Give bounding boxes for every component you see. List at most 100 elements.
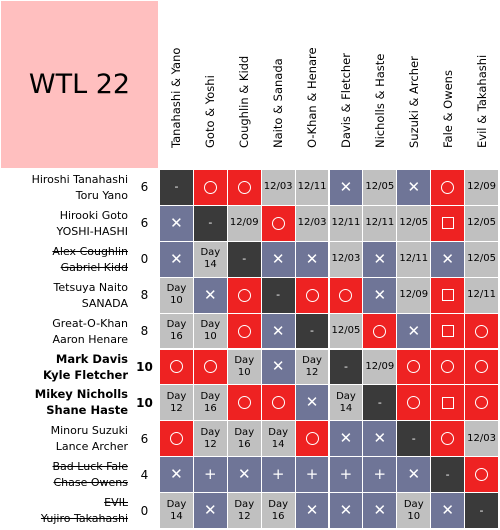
draw-square-icon xyxy=(441,325,454,338)
column-header: Suzuki & Archer xyxy=(397,1,431,168)
wrestler-name: Gabriel Kidd xyxy=(60,260,128,274)
wrestler-name: EVIL xyxy=(104,496,128,510)
win-circle-icon xyxy=(441,180,455,194)
draw-square-icon xyxy=(441,396,454,409)
match-date-label: 12/11 xyxy=(467,289,496,301)
match-date-label: 12/09 xyxy=(399,289,429,301)
loss-cross-icon: ✕ xyxy=(170,213,183,232)
result-cell: 12/03 xyxy=(295,205,329,241)
win-circle-icon xyxy=(237,324,251,338)
column-header: Evil & Takahashi xyxy=(465,1,498,168)
match-date-label: Day 10 xyxy=(403,498,424,522)
match-date-label: 12/11 xyxy=(399,253,429,265)
table-title: WTL 22 xyxy=(1,1,158,168)
result-cell xyxy=(397,349,431,385)
loss-cross-icon: ✕ xyxy=(407,465,421,484)
self-match-dash: - xyxy=(276,288,281,302)
result-cell: - xyxy=(160,170,193,205)
loss-cross-icon: ✕ xyxy=(204,501,217,520)
match-date-label: Day 14 xyxy=(166,498,187,522)
loss-cross-icon: ✕ xyxy=(441,501,454,520)
match-date-label: Day 12 xyxy=(166,390,187,414)
column-header: Tanahashi & Yano xyxy=(160,1,193,168)
result-cell: ✕ xyxy=(397,457,431,493)
points-cell: 6 xyxy=(131,170,158,205)
win-circle-icon xyxy=(203,180,217,194)
result-cell: 12/03 xyxy=(329,241,363,277)
match-date-label: 12/05 xyxy=(399,217,429,229)
match-date-label: Day 16 xyxy=(234,426,255,450)
loss-cross-icon: ✕ xyxy=(305,501,319,520)
column-header-label: O-Khan & Henare xyxy=(305,47,320,148)
match-date-label: Day 10 xyxy=(234,354,255,378)
result-cell: 12/09 xyxy=(465,170,498,205)
draw-square-icon xyxy=(441,217,454,230)
wrestler-name: Hiroshi Tanahashi xyxy=(31,173,128,186)
result-cell: Day 16 xyxy=(227,421,261,457)
column-header-label: Coughlin & Kidd xyxy=(237,55,252,148)
result-cell: 12/11 xyxy=(329,205,363,241)
wrestler-name: Yujiro Takahashi xyxy=(40,512,128,526)
points-cell: 0 xyxy=(131,241,158,277)
result-cell: Day 10 xyxy=(193,313,227,349)
win-circle-icon xyxy=(305,432,319,446)
result-cell xyxy=(431,313,465,349)
result-cell xyxy=(193,349,227,385)
result-cell xyxy=(227,385,261,421)
column-header: O-Khan & Henare xyxy=(295,1,329,168)
result-cell: ✕ xyxy=(363,277,397,313)
result-cell: ✕ xyxy=(261,349,295,385)
column-header-label: Tanahashi & Yano xyxy=(169,47,184,148)
result-cell xyxy=(261,205,295,241)
result-cell: 12/11 xyxy=(363,205,397,241)
loss-cross-icon: ✕ xyxy=(339,177,353,196)
result-cell: + xyxy=(363,457,397,493)
result-cell: - xyxy=(329,349,363,385)
result-cell: Day 12 xyxy=(160,385,193,421)
result-cell: - xyxy=(465,493,498,528)
self-match-dash: - xyxy=(174,180,179,194)
result-cell: 12/05 xyxy=(329,313,363,349)
result-cell: ✕ xyxy=(193,277,227,313)
win-circle-icon xyxy=(373,324,387,338)
result-cell: ✕ xyxy=(160,457,193,493)
column-header: Fale & Owens xyxy=(431,1,465,168)
result-cell: 12/05 xyxy=(397,205,431,241)
result-cell xyxy=(431,170,465,205)
self-match-dash: - xyxy=(479,503,484,517)
win-circle-icon xyxy=(237,180,251,194)
match-date-label: 12/03 xyxy=(263,181,293,193)
match-date-label: Day 12 xyxy=(234,498,255,522)
result-cell: 12/09 xyxy=(363,349,397,385)
forfeit-plus-icon: + xyxy=(204,465,217,484)
match-date-label: Day 12 xyxy=(200,426,221,450)
result-cell xyxy=(295,277,329,313)
team-name-cell: Hiroshi Tanahashi Toru Yano xyxy=(1,170,130,205)
result-cell: ✕ xyxy=(363,241,397,277)
result-cell: + xyxy=(295,457,329,493)
result-cell: 12/09 xyxy=(227,205,261,241)
column-header-label: Davis & Fletcher xyxy=(338,53,353,148)
column-header-label: Naito & Sanada xyxy=(271,58,286,148)
match-date-label: 12/09 xyxy=(467,181,496,193)
loss-cross-icon: ✕ xyxy=(271,321,285,340)
result-cell: Day 12 xyxy=(295,349,329,385)
match-date-label: Day 16 xyxy=(200,390,221,414)
result-cell: Day 14 xyxy=(261,421,295,457)
result-cell: ✕ xyxy=(160,205,193,241)
result-cell: 12/03 xyxy=(261,170,295,205)
result-cell: + xyxy=(261,457,295,493)
result-cell xyxy=(431,421,465,457)
column-header-label: Suzuki & Archer xyxy=(406,56,421,148)
result-cell: ✕ xyxy=(295,241,329,277)
self-match-dash: - xyxy=(445,467,450,481)
result-cell: 12/11 xyxy=(295,170,329,205)
match-date-label: Day 16 xyxy=(268,498,288,522)
match-date-label: 12/05 xyxy=(331,325,361,337)
win-circle-icon xyxy=(271,216,285,230)
draw-square-icon xyxy=(441,289,454,302)
self-match-dash: - xyxy=(310,324,315,338)
forfeit-plus-icon: + xyxy=(339,465,353,484)
wrestler-name: Aaron Henare xyxy=(52,332,128,346)
match-date-label: 12/11 xyxy=(297,181,327,193)
